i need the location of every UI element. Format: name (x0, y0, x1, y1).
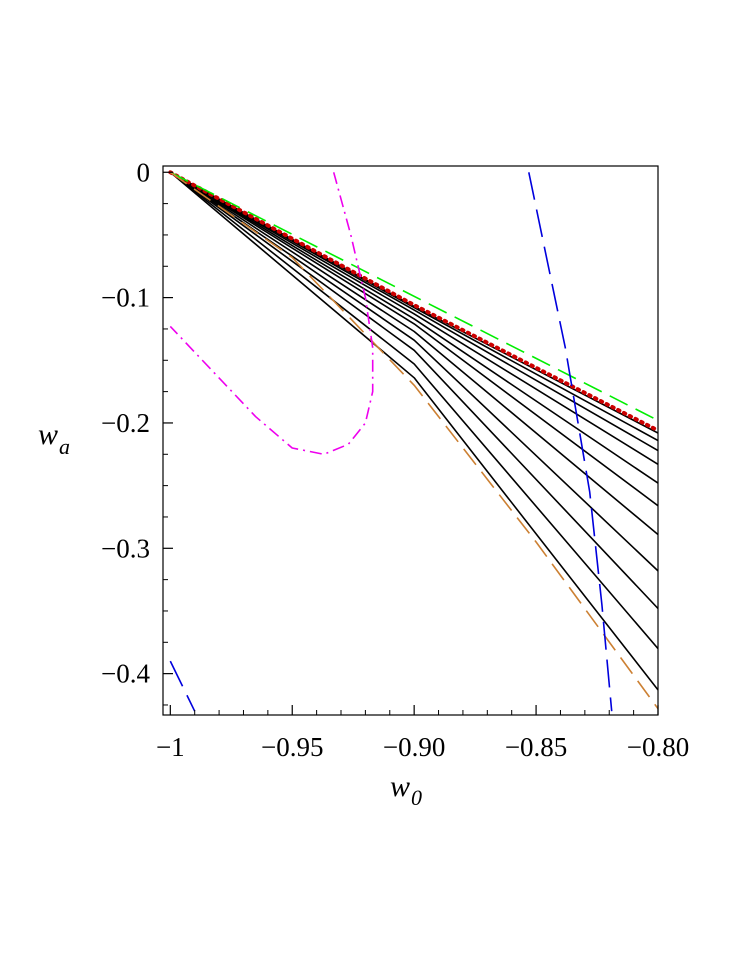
plot-frame (162, 165, 659, 716)
tick-layer: −1 −0.95 −0.90 −0.85 −0.80 0 −0.1 −0.2 −0.3 −0.4 (101, 157, 689, 762)
series-line-9 (169, 171, 658, 610)
series-line-11 (169, 171, 658, 691)
series-line-14 (169, 171, 658, 710)
series-line-5 (169, 171, 658, 484)
y-axis-label: wa (38, 418, 70, 459)
x-tick-label-2: −0.95 (261, 732, 323, 762)
series-line-10 (169, 171, 658, 650)
y-tick-label-2: −0.1 (101, 283, 150, 313)
series-line-17 (169, 172, 374, 456)
series-line-8 (169, 171, 658, 572)
x-tick-label-3: −0.90 (383, 732, 445, 762)
series-line-6 (169, 171, 658, 507)
y-tick-label-4: −0.3 (101, 533, 150, 563)
y-tick-label-1: 0 (137, 157, 151, 187)
series-layer (168, 170, 658, 712)
axis-layer (162, 165, 659, 716)
series-line-7 (169, 171, 658, 536)
series-line-16 (169, 660, 196, 712)
x-tick-label-1: −1 (156, 732, 185, 762)
series-line-12 (168, 170, 658, 433)
x-axis-label: w0 (390, 770, 422, 810)
series-line-15 (528, 172, 613, 712)
series-line-13 (169, 171, 658, 422)
y-tick-label-3: −0.2 (101, 408, 150, 438)
y-tick-label-5: −0.4 (101, 659, 150, 689)
x-tick-label-4: −0.85 (505, 732, 567, 762)
x-tick-label-5: −0.80 (627, 732, 689, 762)
